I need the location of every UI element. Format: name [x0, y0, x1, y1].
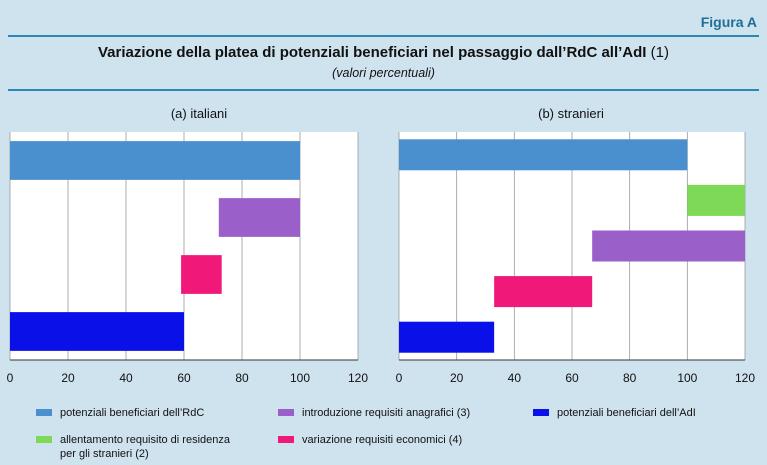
x-tick-label-a-3: 60: [177, 371, 191, 385]
x-tick-label-a-6: 120: [348, 371, 368, 385]
chart-title: Variazione della platea di potenziali be…: [0, 44, 767, 61]
panel-b-title: (b) stranieri: [538, 106, 604, 121]
x-tick-label-a-5: 100: [290, 371, 310, 385]
x-tick-label-b-6: 120: [735, 371, 755, 385]
figure-label: Figura A: [700, 14, 757, 30]
x-tick-label-a-1: 20: [61, 371, 75, 385]
x-tick-label-b-4: 80: [623, 371, 637, 385]
x-tick-label-b-3: 60: [565, 371, 579, 385]
bar-a-rdc: [10, 141, 300, 180]
bar-b-rdc: [399, 139, 688, 171]
bar-a-anagrafici: [218, 198, 300, 237]
header-divider: [8, 89, 759, 91]
x-tick-label-b-0: 0: [396, 371, 403, 385]
x-tick-label-b-1: 20: [450, 371, 464, 385]
top-divider: [8, 35, 759, 37]
bar-a-economici: [181, 255, 222, 294]
chart-title-note: (1): [650, 44, 669, 61]
x-tick-label-a-0: 0: [7, 371, 14, 385]
bar-b-anagrafici: [592, 230, 745, 262]
panel-a-title: (a) italiani: [170, 106, 228, 121]
x-tick-label-b-5: 100: [677, 371, 697, 385]
chart-title-main: Variazione della platea di potenziali be…: [98, 44, 647, 61]
bar-b-residence: [687, 184, 745, 216]
x-tick-label-b-2: 40: [508, 371, 522, 385]
chart-subtitle: (valori percentuali): [332, 66, 435, 80]
bar-b-adi: [399, 321, 495, 353]
bar-a-adi: [10, 312, 184, 351]
x-tick-label-a-4: 80: [235, 371, 249, 385]
x-tick-label-a-2: 40: [119, 371, 133, 385]
bar-b-economici: [494, 276, 593, 308]
